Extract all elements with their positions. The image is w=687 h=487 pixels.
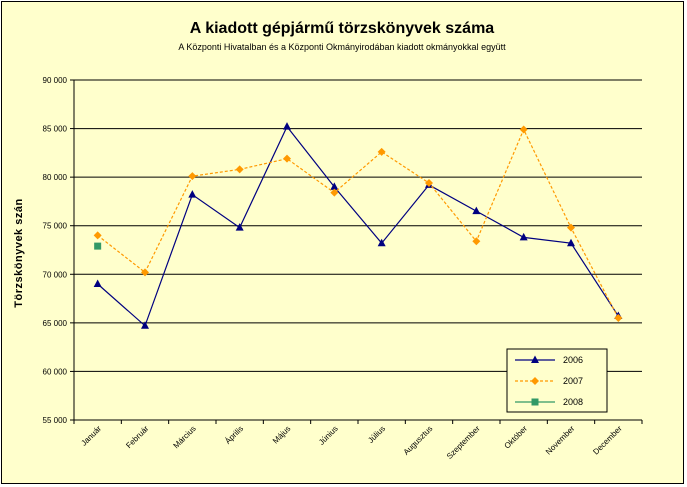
series-2006 xyxy=(93,122,623,329)
x-tick-label: Február xyxy=(124,424,150,450)
y-tick-label: 90 000 xyxy=(43,76,68,85)
gridlines xyxy=(74,79,642,372)
x-tick-label: Július xyxy=(366,424,387,445)
data-point-2007 xyxy=(330,188,339,197)
x-tick-label: Augusztus xyxy=(402,424,435,457)
data-point-2006 xyxy=(377,238,386,247)
series-line-2006 xyxy=(97,125,619,327)
data-point-2006 xyxy=(283,122,291,130)
data-point-2008 xyxy=(94,242,102,250)
data-point-2006 xyxy=(141,321,149,329)
data-point-2006 xyxy=(519,232,528,241)
data-point-2007 xyxy=(567,223,575,232)
legend-label: 2008 xyxy=(563,397,583,407)
data-point-2006 xyxy=(188,190,197,198)
x-tick-label: Január xyxy=(79,424,103,448)
data-point-2006 xyxy=(235,223,244,231)
data-point-2007 xyxy=(472,237,481,246)
x-tick-labels: Január Február Március Április Május Június Jú… xyxy=(79,424,624,461)
series-line-2007 xyxy=(97,128,619,319)
series-2008 xyxy=(94,242,102,250)
y-tick-labels: 55 000 60 000 65 000 70 000 75 000 80 000 85 0… xyxy=(43,76,68,425)
data-point-2006 xyxy=(93,279,102,287)
data-point-2007 xyxy=(377,147,386,156)
data-point-2007 xyxy=(188,172,197,181)
x-tick-label: Április xyxy=(223,424,245,446)
series-layer xyxy=(93,122,623,329)
y-tick-label: 65 000 xyxy=(43,319,68,328)
data-point-2006 xyxy=(567,238,575,247)
legend: 2006 2007 2008 xyxy=(506,348,608,413)
legend-marker xyxy=(531,377,539,385)
legend-label: 2007 xyxy=(563,376,583,386)
y-axis-label: Törzskönyvek szán xyxy=(13,198,25,307)
data-point-2007 xyxy=(141,268,149,277)
y-tick-label: 55 000 xyxy=(43,416,68,425)
x-tick-label: Szeptember xyxy=(445,424,482,461)
data-point-2006 xyxy=(472,206,481,215)
x-tick-label: November xyxy=(544,424,577,457)
x-tick-label: December xyxy=(591,424,624,457)
y-tick-label: 80 000 xyxy=(43,173,68,182)
y-tick-label: 60 000 xyxy=(43,367,68,376)
data-point-2006 xyxy=(330,182,339,190)
chart-subtitle: A Központi Hivatalban és a Központi Okmá… xyxy=(178,42,506,52)
series-2007 xyxy=(93,125,623,322)
chart-title: A kiadott gépjármű törzskönyvek száma xyxy=(190,20,494,37)
y-tick-label: 70 000 xyxy=(43,270,68,279)
x-tick-label: Május xyxy=(271,424,292,445)
data-point-2007 xyxy=(519,125,528,134)
data-point-2007 xyxy=(93,231,102,240)
y-tick-label: 75 000 xyxy=(43,222,68,231)
data-point-2007 xyxy=(425,178,433,187)
legend-item-2006: 2006 xyxy=(515,355,583,365)
x-tick-label: Március xyxy=(172,424,198,450)
legend-label: 2006 xyxy=(563,355,583,365)
legend-marker xyxy=(531,355,539,363)
x-tick-label: Június xyxy=(317,424,340,447)
data-point-2007 xyxy=(614,314,623,322)
legend-item-2008: 2008 xyxy=(515,397,583,407)
data-point-2007 xyxy=(235,165,244,174)
x-tick-label: Október xyxy=(503,424,530,451)
data-point-2007 xyxy=(283,154,291,163)
y-tick-label: 85 000 xyxy=(43,125,68,134)
legend-item-2007: 2007 xyxy=(515,376,583,386)
axes xyxy=(70,79,643,424)
legend-marker xyxy=(531,398,539,406)
